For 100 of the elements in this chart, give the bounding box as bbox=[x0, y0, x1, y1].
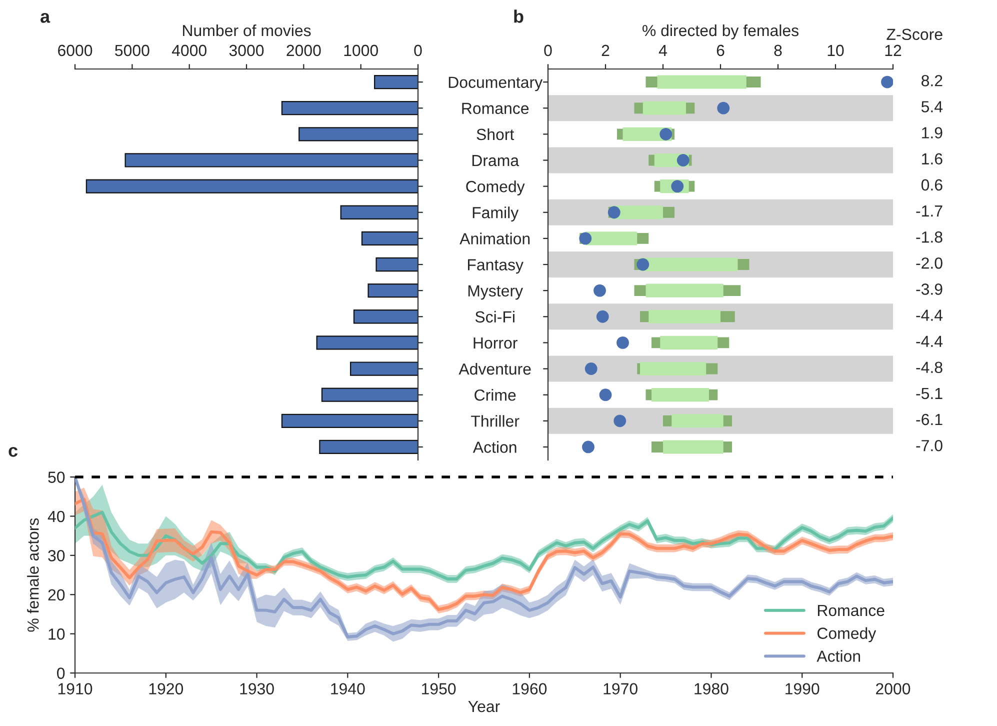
point bbox=[584, 362, 598, 375]
x-axis-title: Year bbox=[468, 700, 500, 712]
x-axis-title: Number of movies bbox=[183, 24, 311, 36]
point bbox=[596, 310, 609, 323]
text: Z-Score bbox=[886, 28, 942, 40]
chart-title: a bbox=[40, 12, 50, 23]
x-tick-label: 3000 bbox=[229, 44, 264, 56]
y-tick-label: 50 bbox=[48, 472, 65, 483]
y-tick-label: 10 bbox=[48, 628, 65, 640]
bar bbox=[353, 310, 418, 324]
y-tick-label: Crime bbox=[474, 389, 516, 401]
point bbox=[660, 128, 672, 140]
x-tick-label: 0 bbox=[414, 44, 422, 56]
bar bbox=[640, 362, 706, 376]
bar bbox=[657, 75, 746, 89]
x-tick-label: 1950 bbox=[422, 683, 456, 694]
point bbox=[881, 76, 893, 88]
bar bbox=[640, 258, 738, 272]
x-tick-label: 1970 bbox=[604, 683, 638, 694]
x-tick-label: 6 bbox=[716, 44, 724, 56]
text: -7.0 bbox=[916, 440, 942, 452]
x-tick-label: 12 bbox=[885, 44, 902, 56]
bar bbox=[350, 362, 418, 376]
y-tick-label: Short bbox=[476, 128, 514, 140]
y-tick-label: 30 bbox=[48, 550, 65, 562]
point bbox=[636, 258, 650, 271]
x-tick-label: 2000 bbox=[876, 683, 910, 694]
y-tick-label: Thriller bbox=[471, 415, 520, 427]
bar bbox=[585, 232, 638, 246]
x-tick-label: 4 bbox=[658, 44, 667, 56]
y-tick-label: 20 bbox=[48, 589, 65, 601]
x-tick-label: 5000 bbox=[115, 44, 150, 56]
bar bbox=[368, 283, 418, 298]
x-tick-label: 8 bbox=[774, 44, 782, 56]
y-axis-title: % female actors bbox=[27, 518, 39, 632]
x-tick-label: 2000 bbox=[286, 44, 321, 56]
text: 1.9 bbox=[922, 127, 942, 138]
bar bbox=[376, 257, 418, 272]
y-tick-label: Drama bbox=[472, 155, 520, 166]
y-tick-label: Action bbox=[472, 441, 516, 453]
point bbox=[717, 102, 730, 114]
x-tick-label: 4000 bbox=[172, 44, 206, 56]
text: -6.1 bbox=[916, 414, 942, 426]
x-tick-label: 1990 bbox=[786, 683, 820, 694]
bar bbox=[316, 336, 418, 350]
bar bbox=[672, 414, 724, 428]
y-tick-label: Fantasy bbox=[468, 259, 524, 274]
line-series bbox=[75, 510, 893, 580]
bar bbox=[648, 310, 720, 324]
text: -1.8 bbox=[916, 231, 942, 243]
chart-title: b bbox=[514, 10, 524, 23]
text: 8.2 bbox=[922, 75, 942, 86]
bar bbox=[374, 74, 418, 90]
x-tick-label: 1980 bbox=[694, 683, 728, 694]
bar bbox=[281, 414, 418, 428]
bar bbox=[298, 127, 418, 142]
bar bbox=[319, 440, 418, 454]
y-tick-label: Sci-Fi bbox=[475, 310, 514, 323]
text: 5.4 bbox=[921, 101, 943, 112]
text: -3.9 bbox=[916, 284, 942, 295]
x-tick-label: 0 bbox=[544, 44, 552, 56]
y-tick-label: Romance bbox=[462, 102, 529, 114]
bar bbox=[281, 101, 418, 116]
x-axis-title: % directed by females bbox=[642, 24, 798, 40]
x-tick-label: 1000 bbox=[344, 44, 378, 56]
x-tick-label: 1920 bbox=[149, 683, 184, 694]
point bbox=[614, 414, 626, 428]
legend-label: Comedy bbox=[817, 627, 876, 642]
x-tick-label: 1940 bbox=[331, 683, 365, 694]
x-tick-label: 1960 bbox=[512, 683, 547, 694]
y-tick-label: 0 bbox=[57, 668, 65, 679]
text: -1.7 bbox=[916, 206, 942, 216]
legend-label: Romance bbox=[818, 604, 884, 616]
bar bbox=[663, 440, 724, 454]
text: 0.6 bbox=[921, 179, 942, 191]
text: -2.0 bbox=[916, 257, 942, 269]
text: -4.4 bbox=[916, 310, 943, 321]
y-tick-label: Documentary bbox=[448, 76, 543, 92]
text: 1.6 bbox=[922, 153, 942, 165]
legend-label: Action bbox=[816, 650, 860, 662]
y-tick-label: 40 bbox=[48, 510, 65, 522]
bar bbox=[321, 388, 418, 402]
bar bbox=[652, 388, 709, 402]
x-tick-label: 2 bbox=[602, 44, 610, 56]
y-tick-label: Animation bbox=[460, 232, 530, 244]
x-tick-label: 6000 bbox=[58, 44, 92, 56]
y-tick-label: Mystery bbox=[468, 285, 524, 300]
point bbox=[608, 206, 620, 219]
x-tick-label: 1910 bbox=[58, 683, 92, 694]
bar bbox=[86, 179, 418, 194]
y-tick-label: Horror bbox=[474, 338, 518, 349]
bar bbox=[361, 231, 418, 246]
point bbox=[616, 336, 629, 349]
y-tick-label: Adventure bbox=[458, 362, 531, 375]
bar bbox=[646, 284, 724, 298]
bar bbox=[660, 336, 718, 350]
y-tick-label: Family bbox=[472, 206, 519, 222]
point bbox=[579, 232, 592, 245]
point bbox=[676, 154, 690, 166]
y-tick-label: Comedy bbox=[466, 180, 525, 196]
